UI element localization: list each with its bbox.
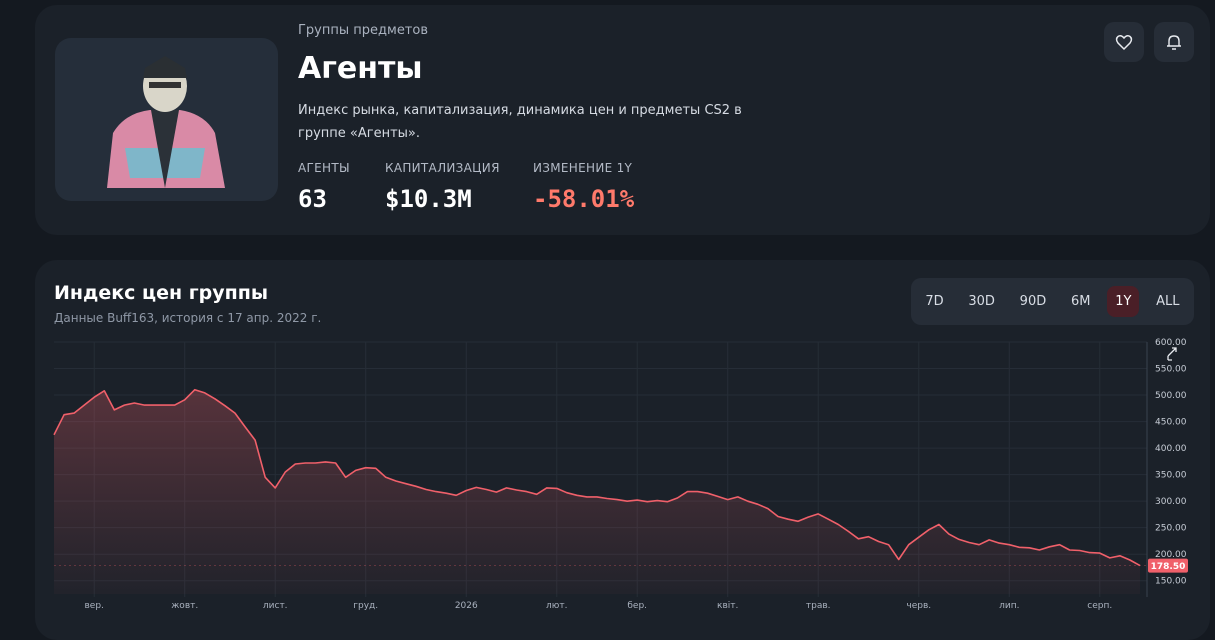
group-image [55, 38, 278, 201]
stat-value: $10.3M [385, 185, 472, 213]
price-line [53, 388, 1141, 567]
x-tick-label: лют. [546, 601, 567, 611]
y-tick-label: 500.00 [1155, 391, 1187, 401]
stat: АГЕНТЫ 63 [298, 161, 350, 213]
x-tick-label: квіт. [717, 601, 738, 611]
x-tick-label: груд. [353, 601, 378, 611]
group-card: Группы предметов Агенты Индекс рынка, ка… [35, 5, 1210, 235]
range-button[interactable]: 30D [968, 294, 995, 309]
y-tick-label: 550.00 [1155, 365, 1187, 375]
stat-label: КАПИТАЛИЗАЦИЯ [385, 161, 500, 175]
x-tick-label: 2026 [455, 601, 478, 611]
y-tick-label: 350.00 [1155, 471, 1187, 481]
stat: ИЗМЕНЕНИЕ 1Y -58.01% [533, 161, 634, 213]
current-price-label: 178.50 [1151, 562, 1186, 572]
y-tick-label: 600.00 [1155, 338, 1187, 348]
favorite-button[interactable] [1104, 22, 1144, 62]
y-tick-label: 250.00 [1155, 524, 1187, 534]
range-button[interactable]: 1Y [1107, 286, 1140, 317]
range-button[interactable]: 6M [1070, 294, 1091, 309]
x-tick-label: лип. [999, 601, 1019, 611]
x-tick-label: вер. [85, 601, 104, 611]
y-tick-label: 400.00 [1155, 444, 1187, 454]
area-fill [54, 389, 1140, 594]
stat-value: 63 [298, 185, 327, 213]
stat-label: ИЗМЕНЕНИЕ 1Y [533, 161, 633, 175]
range-button[interactable]: ALL [1156, 294, 1180, 309]
chart: 150.00 200.00 250.00 300.00 350.00 400.00 450.… [53, 338, 1188, 611]
range-button[interactable]: 7D [925, 294, 944, 309]
fullscreen-icon[interactable] [1167, 347, 1177, 361]
y-tick-label: 300.00 [1155, 497, 1187, 507]
alert-button[interactable] [1154, 22, 1194, 62]
range-button[interactable]: 90D [1019, 294, 1047, 309]
x-tick-label: серп. [1087, 601, 1112, 611]
page: Группы предметов Агенты Индекс рынка, ка… [35, 5, 1210, 611]
current-price-tag [1148, 558, 1188, 573]
breadcrumb: Группы предметов [298, 23, 428, 38]
agent-figure [107, 56, 225, 188]
x-tick-label: трав. [806, 601, 831, 611]
x-tick-label: лист. [263, 601, 288, 611]
heart-icon [1115, 35, 1133, 51]
x-tick-label: жовт. [171, 601, 198, 611]
y-tick-label: 150.00 [1155, 577, 1187, 587]
y-tick-label: 200.00 [1155, 550, 1187, 560]
page-title: Агенты [298, 51, 423, 86]
range-selector: 7D 30D 90D 6M 1Y ALL [911, 278, 1194, 325]
description: Индекс рынка, капитализация, динамика це… [298, 103, 742, 141]
x-tick-label: черв. [906, 601, 931, 611]
stat-value: -58.01% [533, 185, 635, 213]
chart-subtitle: Данные Buff163, история с 17 апр. 2022 г… [54, 311, 322, 325]
y-tick-label: 450.00 [1155, 418, 1187, 428]
stat: КАПИТАЛИЗАЦИЯ $10.3M [385, 161, 500, 213]
x-tick-label: бер. [627, 601, 647, 611]
bell-icon [1167, 35, 1181, 50]
chart-title: Индекс цен группы [54, 282, 269, 304]
stat-label: АГЕНТЫ [298, 161, 350, 175]
